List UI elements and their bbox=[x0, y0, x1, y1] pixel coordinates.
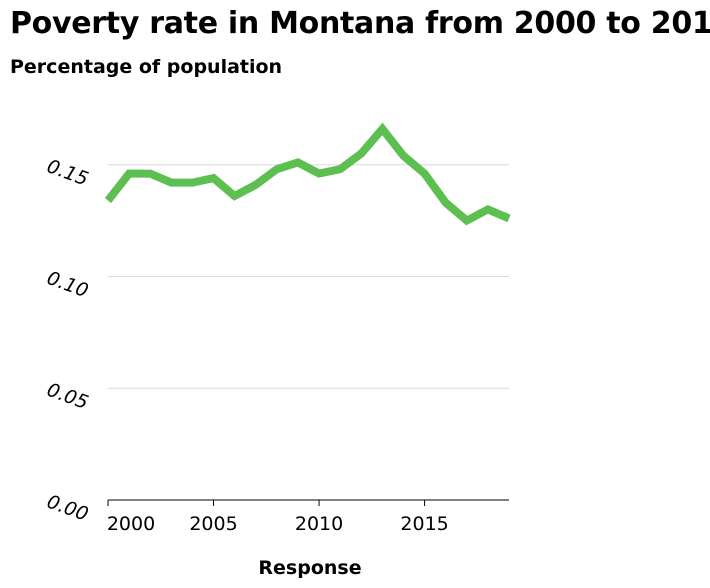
series-line bbox=[104, 122, 511, 226]
chart-subtitle: Percentage of population bbox=[10, 56, 283, 78]
x-tick-label: 2005 bbox=[189, 513, 237, 535]
y-tick-label: 0.05 bbox=[44, 379, 91, 414]
y-tick-label: 0.10 bbox=[44, 267, 91, 302]
x-axis-label: Response bbox=[258, 557, 361, 579]
chart-title: Poverty rate in Montana from 2000 to 201… bbox=[10, 6, 710, 41]
x-axis bbox=[107, 499, 509, 506]
y-tick-label: 0.00 bbox=[44, 491, 91, 526]
x-tick-label: 2010 bbox=[295, 513, 343, 535]
y-tick-labels: 0.00 0.05 0.10 0.15 bbox=[44, 155, 91, 525]
y-tick-label: 0.15 bbox=[44, 155, 91, 190]
x-tick-labels: 2000 2005 2010 2015 bbox=[107, 513, 449, 535]
series-line-group bbox=[104, 122, 511, 226]
x-tick-label: 2000 bbox=[107, 513, 155, 535]
x-tick-label: 2015 bbox=[400, 513, 448, 535]
gridlines bbox=[108, 164, 509, 389]
